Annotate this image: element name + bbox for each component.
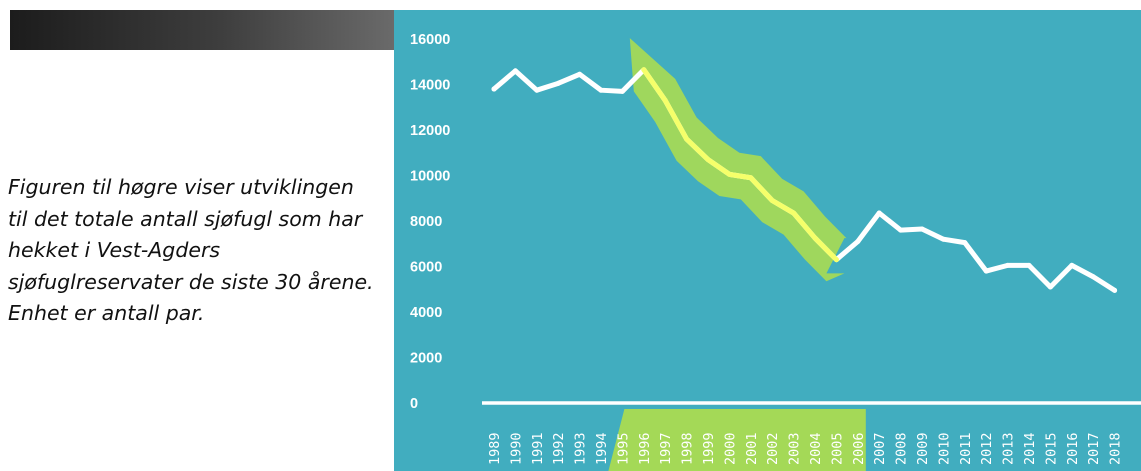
data-point-2013 bbox=[1005, 262, 1011, 268]
x-tick-label-2018: 2018 bbox=[1108, 432, 1124, 465]
data-point-2014 bbox=[1026, 262, 1032, 268]
y-tick-label: 16000 bbox=[410, 32, 450, 48]
x-tick-label-1991: 1991 bbox=[530, 432, 546, 465]
data-point-1997 bbox=[662, 97, 668, 103]
x-tick-label-2016: 2016 bbox=[1065, 432, 1081, 465]
x-tick-label-1996: 1996 bbox=[637, 432, 653, 465]
y-tick-label: 4000 bbox=[410, 305, 442, 321]
data-point-2016 bbox=[1069, 262, 1075, 268]
x-tick-label-2009: 2009 bbox=[915, 432, 931, 465]
data-point-1995 bbox=[619, 88, 625, 94]
x-tick-label-1989: 1989 bbox=[487, 432, 503, 465]
y-tick-label: 12000 bbox=[410, 123, 450, 139]
x-tick-label-2001: 2001 bbox=[744, 432, 760, 465]
x-tick-label-2004: 2004 bbox=[808, 432, 824, 465]
x-tick-label-1999: 1999 bbox=[701, 432, 717, 465]
x-tick-label-2000: 2000 bbox=[722, 432, 738, 465]
x-tick-label-1995: 1995 bbox=[615, 432, 631, 465]
line-chart: 0 2000 4000 6000 8000 10000 12000 14000 16000 198… bbox=[394, 10, 1141, 471]
x-tick-label-2008: 2008 bbox=[894, 432, 910, 465]
x-tick-label-2014: 2014 bbox=[1022, 432, 1038, 465]
x-tick-label-2010: 2010 bbox=[936, 432, 952, 465]
y-tick-label: 0 bbox=[410, 396, 418, 412]
y-tick-label: 14000 bbox=[410, 78, 450, 94]
x-tick-label-2015: 2015 bbox=[1043, 432, 1059, 465]
figure-caption: Figuren til høgre viser utviklingen til … bbox=[8, 175, 374, 325]
data-point-1990 bbox=[512, 68, 518, 74]
data-point-2005 bbox=[833, 257, 839, 263]
data-point-2001 bbox=[748, 175, 754, 181]
x-tick-label-1994: 1994 bbox=[594, 432, 610, 465]
x-tick-label-2007: 2007 bbox=[872, 432, 888, 465]
x-tick-label-1993: 1993 bbox=[573, 432, 589, 465]
x-tick-label-2013: 2013 bbox=[1001, 432, 1017, 465]
y-tick-label: 6000 bbox=[410, 260, 442, 276]
chart-panel: 0 2000 4000 6000 8000 10000 12000 14000 16000 198… bbox=[394, 10, 1141, 471]
data-point-1996 bbox=[641, 67, 647, 73]
axis-highlight-band bbox=[608, 409, 866, 471]
highlight-band bbox=[629, 38, 847, 282]
data-point-2009 bbox=[919, 226, 925, 232]
x-tick-label-1998: 1998 bbox=[680, 432, 696, 465]
x-tick-label-1990: 1990 bbox=[508, 432, 524, 465]
data-point-1999 bbox=[705, 157, 711, 163]
data-point-2004 bbox=[812, 235, 818, 241]
title-bar bbox=[10, 10, 394, 50]
data-point-2012 bbox=[983, 268, 989, 274]
data-point-2000 bbox=[726, 171, 732, 177]
data-point-2003 bbox=[791, 210, 797, 216]
x-tick-label-2002: 2002 bbox=[765, 432, 781, 465]
data-point-2007 bbox=[876, 210, 882, 216]
data-point-2015 bbox=[1047, 284, 1053, 290]
data-point-2010 bbox=[940, 236, 946, 242]
x-tick-label-2011: 2011 bbox=[958, 432, 974, 465]
x-tick-label-2005: 2005 bbox=[829, 432, 845, 465]
data-point-1993 bbox=[577, 71, 583, 77]
data-point-1992 bbox=[555, 80, 561, 86]
x-tick-label-2017: 2017 bbox=[1086, 432, 1102, 465]
x-tick-label-2012: 2012 bbox=[979, 432, 995, 465]
data-point-1991 bbox=[534, 87, 540, 93]
plot-background bbox=[394, 10, 1141, 471]
y-tick-label: 8000 bbox=[410, 214, 442, 230]
y-tick-label: 10000 bbox=[410, 169, 450, 185]
data-point-2002 bbox=[769, 198, 775, 204]
data-point-2017 bbox=[1090, 274, 1096, 280]
data-point-2008 bbox=[898, 227, 904, 233]
data-point-2006 bbox=[855, 238, 861, 244]
data-point-1989 bbox=[491, 86, 497, 92]
x-tick-label-1992: 1992 bbox=[551, 432, 567, 465]
x-tick-label-2006: 2006 bbox=[851, 432, 867, 465]
x-tick-label-2003: 2003 bbox=[787, 432, 803, 465]
data-point-1994 bbox=[598, 87, 604, 93]
highlight-series-line bbox=[641, 67, 839, 263]
data-point-2011 bbox=[962, 240, 968, 246]
data-point-1998 bbox=[684, 136, 690, 142]
data-point-2018 bbox=[1112, 287, 1118, 293]
x-tick-label-1997: 1997 bbox=[658, 432, 674, 465]
y-tick-label: 2000 bbox=[410, 351, 442, 367]
